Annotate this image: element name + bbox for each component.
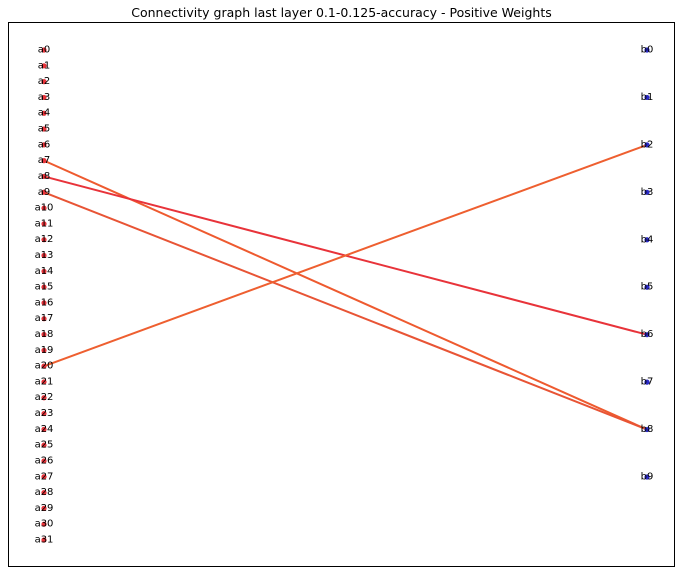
node-b5 [644, 284, 650, 290]
node-a14 [41, 268, 47, 274]
node-label-b7: b7 [641, 377, 654, 388]
node-a21 [41, 379, 47, 385]
node-a1 [41, 63, 47, 69]
node-b6 [644, 332, 650, 338]
node-a4 [41, 110, 47, 116]
node-a29 [41, 505, 47, 511]
nodes-layer [41, 47, 650, 543]
node-a24 [41, 426, 47, 432]
node-a17 [41, 316, 47, 322]
node-label-a14: a14 [35, 266, 54, 277]
node-b0 [644, 47, 650, 53]
node-label-a15: a15 [35, 282, 54, 293]
node-label-b3: b3 [641, 187, 654, 198]
node-a22 [41, 395, 47, 401]
node-label-b8: b8 [641, 424, 654, 435]
edges-layer [43, 143, 648, 431]
node-label-a5: a5 [38, 124, 51, 135]
node-label-a21: a21 [35, 376, 54, 387]
node-b4 [644, 237, 650, 243]
node-a10 [41, 205, 47, 211]
node-label-a12: a12 [35, 234, 54, 245]
node-b8 [644, 426, 650, 433]
node-a7 [41, 158, 47, 164]
node-a3 [41, 94, 47, 101]
node-label-a30: a30 [35, 519, 54, 530]
edge-a9-b8 [43, 191, 648, 431]
node-label-a10: a10 [35, 203, 54, 214]
node-a6 [41, 142, 47, 148]
node-b7 [644, 379, 650, 385]
node-label-a3: a3 [38, 92, 51, 103]
edge-a20-b2 [43, 143, 648, 368]
node-label-b1: b1 [641, 92, 654, 103]
node-label-a19: a19 [35, 345, 54, 356]
node-a28 [41, 489, 47, 496]
node-a11 [41, 221, 47, 227]
node-a13 [41, 252, 47, 259]
node-label-a0: a0 [38, 45, 51, 56]
node-a19 [41, 347, 47, 353]
node-a27 [41, 474, 47, 480]
node-a8 [41, 173, 47, 180]
node-label-a16: a16 [35, 297, 54, 308]
node-a2 [41, 79, 47, 85]
edge-a7-b8 [43, 159, 648, 431]
node-label-a13: a13 [35, 250, 54, 261]
node-label-a11: a11 [35, 218, 54, 229]
node-label-a1: a1 [38, 60, 51, 71]
node-label-b0: b0 [641, 45, 654, 56]
node-a23 [41, 410, 47, 417]
node-a31 [41, 537, 47, 543]
node-label-a8: a8 [38, 171, 51, 182]
labels-layer: a0 a1 a2 a3 a4 a5 a6 a7 a8 a9 a10 a11 a12 a13 a14 a15 a1… [35, 45, 654, 546]
node-a30 [41, 521, 47, 527]
node-label-b4: b4 [641, 234, 654, 245]
node-a25 [41, 442, 47, 448]
node-a16 [41, 300, 47, 306]
node-a5 [41, 126, 47, 132]
node-a12 [41, 237, 47, 243]
node-a0 [41, 47, 47, 53]
node-label-b9: b9 [641, 472, 654, 483]
node-b2 [644, 142, 650, 148]
node-label-b6: b6 [641, 329, 654, 340]
node-a9 [41, 189, 47, 195]
plot-frame [8, 22, 675, 567]
node-label-a4: a4 [38, 108, 51, 119]
node-label-a28: a28 [35, 487, 54, 498]
node-label-a18: a18 [35, 329, 54, 340]
node-label-a2: a2 [38, 76, 51, 87]
node-label-a31: a31 [35, 535, 54, 546]
node-label-b5: b5 [641, 282, 654, 293]
node-label-a17: a17 [35, 313, 54, 324]
node-label-a23: a23 [35, 408, 54, 419]
node-b3 [644, 189, 650, 195]
node-label-a26: a26 [35, 455, 54, 466]
node-label-a6: a6 [38, 139, 51, 150]
node-label-a7: a7 [38, 155, 51, 166]
node-label-a27: a27 [35, 471, 54, 482]
node-label-b2: b2 [641, 139, 654, 150]
chart-title: Connectivity graph last layer 0.1-0.125-… [131, 5, 552, 20]
node-b9 [644, 474, 650, 480]
node-label-a22: a22 [35, 392, 54, 403]
node-label-a29: a29 [35, 503, 54, 514]
node-label-a20: a20 [35, 361, 54, 372]
node-a18 [41, 331, 47, 338]
node-a15 [41, 284, 47, 290]
node-label-a25: a25 [35, 440, 54, 451]
node-b1 [644, 94, 650, 101]
node-label-a24: a24 [35, 424, 54, 435]
node-label-a9: a9 [38, 187, 51, 198]
node-a26 [41, 458, 47, 464]
node-a20 [41, 363, 47, 369]
